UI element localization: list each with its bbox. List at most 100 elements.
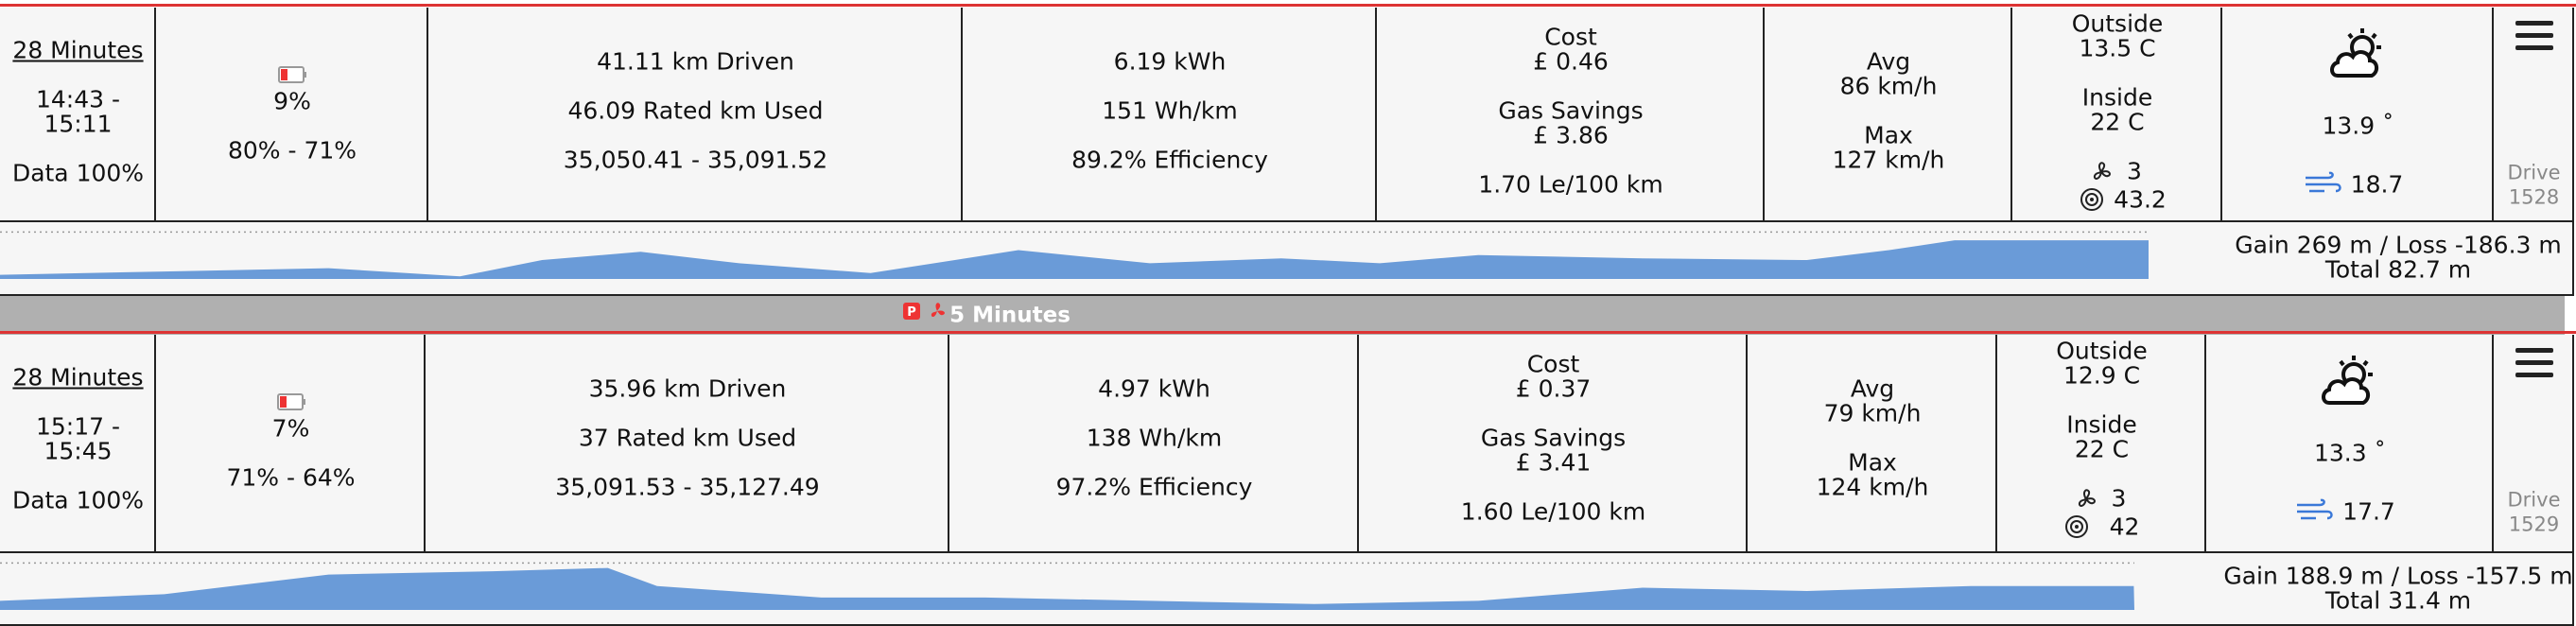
elevation-change: Gain 188.9 m / Loss -157.5 m xyxy=(2223,562,2573,590)
fan: 3 xyxy=(2127,157,2142,185)
wind-icon xyxy=(2297,498,2333,520)
avg-label: Avg xyxy=(1866,47,1911,76)
drive-cell xyxy=(1997,335,2206,553)
weather-icon xyxy=(2322,356,2373,405)
efficiency: 97.2% Efficiency xyxy=(1055,473,1253,501)
drive-cell xyxy=(949,335,1359,553)
drive-cell xyxy=(1377,8,1765,222)
elevation-summary xyxy=(2222,222,2574,296)
max: 127 km/h xyxy=(1832,146,1945,174)
cost: £ 0.37 xyxy=(1515,374,1592,403)
duration: 28 Minutes xyxy=(12,36,144,64)
avg: 79 km/h xyxy=(1823,399,1922,427)
drive-cell xyxy=(963,8,1377,222)
elevation-profile xyxy=(0,231,2149,279)
drive-number: 1528 xyxy=(2508,185,2560,209)
weather-icon xyxy=(2329,28,2381,78)
charge-fan-icon xyxy=(931,303,945,318)
wind: 18.7 xyxy=(2350,170,2404,199)
outside: 13.5 C xyxy=(2079,34,2156,62)
cost-label: Cost xyxy=(1544,23,1597,51)
drive-number: 1529 xyxy=(2508,513,2560,536)
elevation-profile xyxy=(0,562,2134,610)
data: Data 100% xyxy=(11,486,145,514)
elevation-total: Total 82.7 m xyxy=(2324,255,2472,284)
savings: £ 3.86 xyxy=(1533,121,1609,149)
battery-icon xyxy=(276,393,305,410)
distance: 41.11 km Driven xyxy=(597,47,794,76)
savings-label: Gas Savings xyxy=(1480,424,1627,452)
outside-label: Outside xyxy=(2056,337,2148,365)
inside-label: Inside xyxy=(2081,83,2153,112)
drive-cell xyxy=(2222,8,2494,222)
battery-used: 9% xyxy=(273,87,311,115)
rated-used: 46.09 Rated km Used xyxy=(567,96,824,125)
odometer: 35,091.53 - 35,127.49 xyxy=(555,473,820,501)
efficiency: 89.2% Efficiency xyxy=(1071,146,1268,174)
drive-cell xyxy=(1748,335,1997,553)
drive-label: Drive xyxy=(2507,161,2561,184)
drive-cell xyxy=(428,8,963,222)
consumption: 151 Wh/km xyxy=(1102,96,1238,125)
tire-icon xyxy=(2080,188,2103,211)
drive-top-border xyxy=(0,331,2576,334)
inside-label: Inside xyxy=(2066,410,2137,439)
parking-icon: P xyxy=(903,303,920,320)
cost-label: Cost xyxy=(1526,350,1580,378)
drive-cell xyxy=(0,8,156,222)
drive-cell xyxy=(156,8,428,222)
odometer: 35,050.41 - 35,091.52 xyxy=(563,146,828,174)
temperature: 13.3 ˚ xyxy=(2313,439,2387,467)
max-label: Max xyxy=(1864,121,1913,149)
fan-icon xyxy=(2093,162,2111,180)
outside-label: Outside xyxy=(2071,9,2164,38)
battery-icon xyxy=(278,66,306,83)
elevation-change: Gain 269 m / Loss -186.3 m xyxy=(2235,231,2562,259)
battery-range: 71% - 64% xyxy=(226,463,356,492)
inside: 22 C xyxy=(2074,435,2130,463)
distance: 35.96 km Driven xyxy=(588,374,787,403)
menu-icon xyxy=(2515,21,2553,50)
drive-top-border xyxy=(0,4,2576,7)
break-bar xyxy=(0,296,2565,335)
savings-label: Gas Savings xyxy=(1498,96,1644,125)
end: 15:11 xyxy=(44,110,113,138)
drive-label: Drive xyxy=(2507,488,2561,512)
drive-cell xyxy=(2206,335,2494,553)
consumption: 138 Wh/km xyxy=(1086,424,1223,452)
elevation-summary xyxy=(2222,553,2574,626)
max: 124 km/h xyxy=(1816,473,1929,501)
savings: £ 3.41 xyxy=(1515,448,1592,477)
outside: 12.9 C xyxy=(2063,361,2141,390)
energy: 6.19 kWh xyxy=(1113,47,1227,76)
drive-cell xyxy=(2494,8,2574,222)
start: 14:43 - xyxy=(35,85,121,113)
max-label: Max xyxy=(1848,448,1897,477)
wind-icon xyxy=(2305,171,2341,193)
drive-cell xyxy=(0,335,156,553)
drive-cell xyxy=(2494,335,2574,553)
drive-cell xyxy=(1765,8,2012,222)
tire: 42 xyxy=(2109,513,2140,541)
inside: 22 C xyxy=(2090,108,2145,136)
end: 15:45 xyxy=(44,437,113,465)
elevation-total: Total 31.4 m xyxy=(2324,586,2472,615)
drive-cell xyxy=(426,335,949,553)
rated-used: 37 Rated km Used xyxy=(578,424,797,452)
gas-equiv: 1.70 Le/100 km xyxy=(1478,170,1663,199)
drive-cell xyxy=(2012,8,2222,222)
tire-icon xyxy=(2064,515,2088,538)
menu-icon xyxy=(2515,348,2553,377)
drive-cell xyxy=(1359,335,1748,553)
gas-equiv: 1.60 Le/100 km xyxy=(1460,497,1646,526)
wind: 17.7 xyxy=(2342,497,2395,526)
duration: 28 Minutes xyxy=(12,363,144,391)
energy: 4.97 kWh xyxy=(1098,374,1210,403)
fan-icon xyxy=(2078,489,2096,507)
start: 15:17 - xyxy=(35,412,121,441)
temperature: 13.9 ˚ xyxy=(2322,112,2394,140)
avg-label: Avg xyxy=(1850,374,1895,403)
fan: 3 xyxy=(2111,484,2127,513)
break-duration: 5 Minutes xyxy=(949,303,1070,328)
